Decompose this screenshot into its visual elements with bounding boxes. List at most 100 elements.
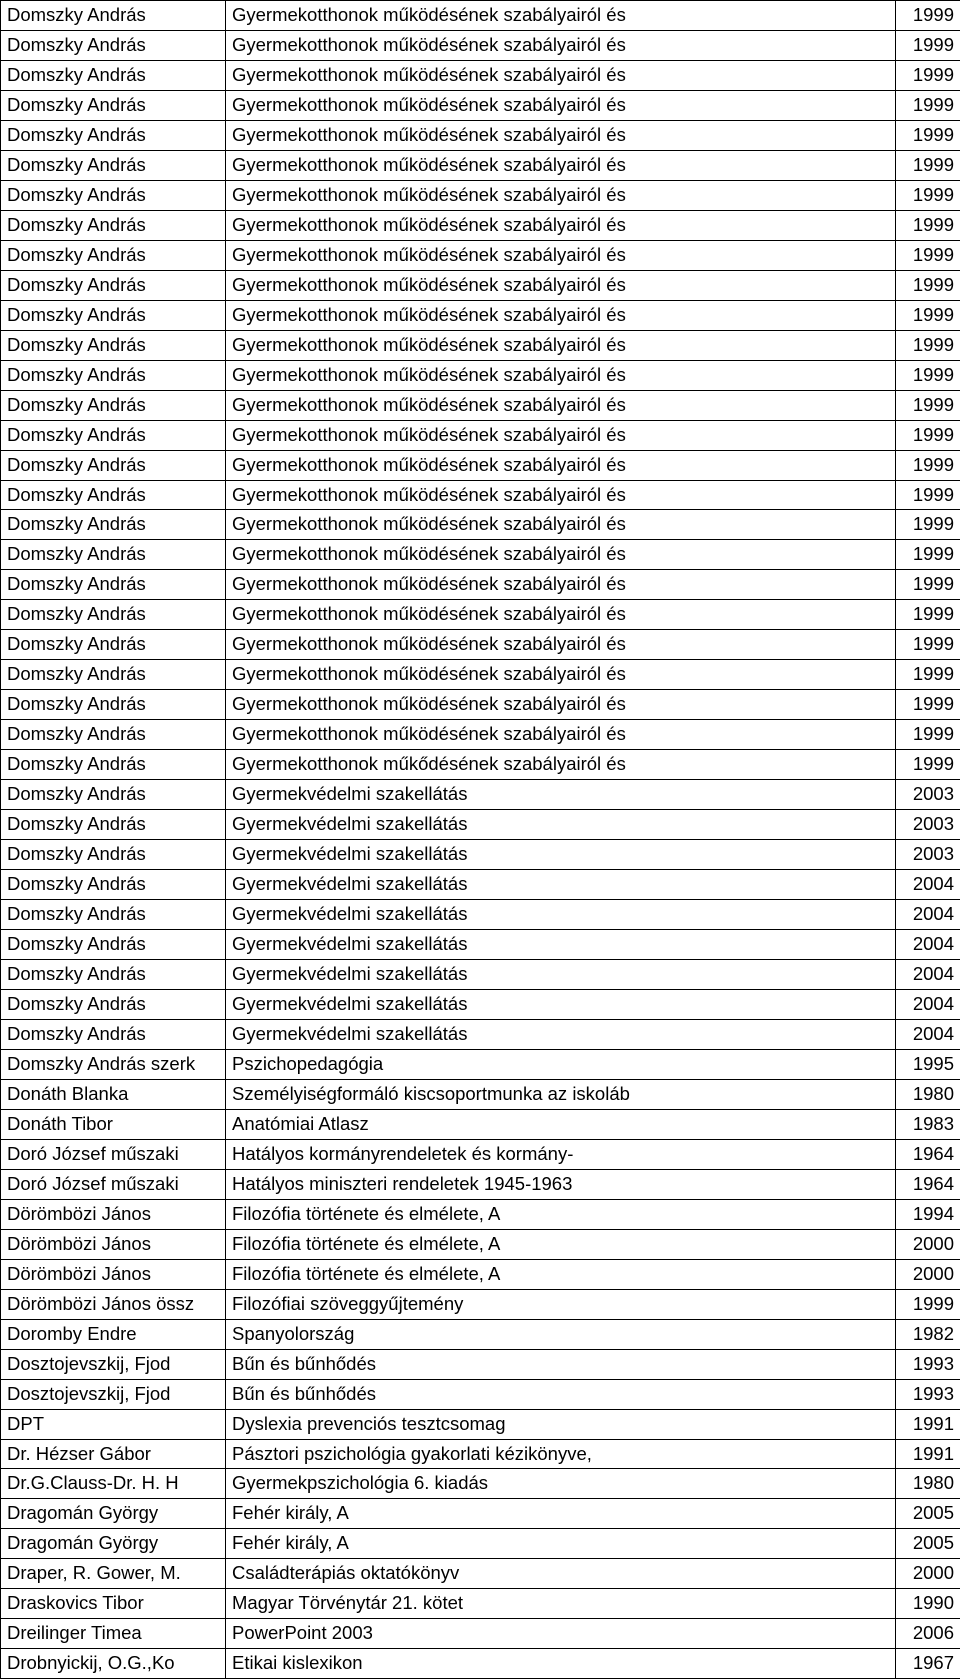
table-row: Doró József műszakiHatályos kormányrende… [1, 1139, 960, 1169]
table-row: Domszky AndrásGyermekotthonok működéséne… [1, 330, 960, 360]
author-cell: Domszky András [1, 240, 226, 270]
table-row: Domszky AndrásGyermekotthonok működéséne… [1, 540, 960, 570]
title-cell: Dyslexia prevenciós tesztcsomag [226, 1409, 896, 1439]
author-cell: Domszky András [1, 150, 226, 180]
author-cell: Donáth Tibor [1, 1109, 226, 1139]
author-cell: Domszky András [1, 570, 226, 600]
year-cell: 1999 [896, 30, 960, 60]
table-row: Domszky AndrásGyermekvédelmi szakellátás… [1, 870, 960, 900]
table-row: Domszky AndrásGyermekvédelmi szakellátás… [1, 810, 960, 840]
title-cell: Gyermekotthonok működésének szabályairól… [226, 540, 896, 570]
author-cell: Domszky András [1, 390, 226, 420]
author-cell: Domszky András [1, 120, 226, 150]
table-row: Dreilinger TimeaPowerPoint 20032006 [1, 1619, 960, 1649]
table-row: Domszky AndrásGyermekotthonok működéséne… [1, 210, 960, 240]
table-row: Domszky AndrásGyermekotthonok működéséne… [1, 30, 960, 60]
year-cell: 1991 [896, 1439, 960, 1469]
table-row: Domszky AndrásGyermekotthonok működéséne… [1, 720, 960, 750]
year-cell: 2004 [896, 989, 960, 1019]
year-cell: 1964 [896, 1169, 960, 1199]
table-row: Domszky AndrásGyermekotthonok működéséne… [1, 570, 960, 600]
author-cell: Dörömbözi János [1, 1259, 226, 1289]
author-cell: Domszky András [1, 690, 226, 720]
title-cell: Gyermekotthonok működésének szabályairól… [226, 270, 896, 300]
author-cell: Domszky András [1, 330, 226, 360]
table-row: Dörömbözi JánosFilozófia története és el… [1, 1199, 960, 1229]
table-row: Domszky AndrásGyermekotthonok működéséne… [1, 300, 960, 330]
year-cell: 1999 [896, 270, 960, 300]
title-cell: Fehér király, A [226, 1499, 896, 1529]
title-cell: Gyermekotthonok működésének szabályairól… [226, 450, 896, 480]
year-cell: 1999 [896, 630, 960, 660]
year-cell: 1999 [896, 90, 960, 120]
year-cell: 1999 [896, 60, 960, 90]
author-cell: Domszky András [1, 660, 226, 690]
year-cell: 2000 [896, 1229, 960, 1259]
title-cell: Gyermekotthonok működésének szabályairól… [226, 600, 896, 630]
year-cell: 1999 [896, 180, 960, 210]
title-cell: Gyermekotthonok működésének szabályairól… [226, 720, 896, 750]
table-row: Domszky AndrásGyermekvédelmi szakellátás… [1, 780, 960, 810]
table-row: Domszky AndrásGyermekvédelmi szakellátás… [1, 900, 960, 930]
title-cell: Filozófiai szöveggyűjtemény [226, 1289, 896, 1319]
title-cell: Etikai kislexikon [226, 1649, 896, 1679]
table-row: Domszky AndrásGyermekvédelmi szakellátás… [1, 989, 960, 1019]
table-row: Domszky AndrásGyermekotthonok működéséne… [1, 660, 960, 690]
table-row: Domszky AndrásGyermekotthonok működéséne… [1, 90, 960, 120]
title-cell: Gyermekotthonok működésének szabályairól… [226, 150, 896, 180]
year-cell: 1999 [896, 240, 960, 270]
table-row: Domszky AndrásGyermekotthonok működéséne… [1, 1, 960, 31]
author-cell: Domszky András [1, 810, 226, 840]
author-cell: Domszky András [1, 420, 226, 450]
year-cell: 2006 [896, 1619, 960, 1649]
author-cell: DPT [1, 1409, 226, 1439]
title-cell: Családterápiás oktatókönyv [226, 1559, 896, 1589]
year-cell: 2004 [896, 1019, 960, 1049]
title-cell: Filozófia története és elmélete, A [226, 1199, 896, 1229]
title-cell: Gyermekvédelmi szakellátás [226, 960, 896, 990]
year-cell: 1991 [896, 1409, 960, 1439]
table-row: Domszky AndrásGyermekvédelmi szakellátás… [1, 840, 960, 870]
table-row: Dörömbözi JánosFilozófia története és el… [1, 1259, 960, 1289]
table-row: Domszky AndrásGyermekotthonok működéséne… [1, 480, 960, 510]
year-cell: 1983 [896, 1109, 960, 1139]
title-cell: Gyermekotthonok működésének szabályairól… [226, 690, 896, 720]
author-cell: Domszky András [1, 750, 226, 780]
table-row: Domszky AndrásGyermekotthonok működéséne… [1, 120, 960, 150]
year-cell: 1999 [896, 720, 960, 750]
title-cell: Gyermekvédelmi szakellátás [226, 930, 896, 960]
author-cell: Doró József műszaki [1, 1169, 226, 1199]
year-cell: 1999 [896, 330, 960, 360]
year-cell: 1999 [896, 360, 960, 390]
year-cell: 1980 [896, 1079, 960, 1109]
author-cell: Dosztojevszkij, Fjod [1, 1379, 226, 1409]
table-row: Dörömbözi JánosFilozófia története és el… [1, 1229, 960, 1259]
year-cell: 2003 [896, 780, 960, 810]
title-cell: Gyermekotthonok működésének szabályairól… [226, 1, 896, 31]
year-cell: 2005 [896, 1499, 960, 1529]
author-cell: Dosztojevszkij, Fjod [1, 1349, 226, 1379]
author-cell: Dörömbözi János [1, 1229, 226, 1259]
year-cell: 2000 [896, 1559, 960, 1589]
year-cell: 1980 [896, 1469, 960, 1499]
table-row: Domszky AndrásGyermekotthonok működéséne… [1, 450, 960, 480]
table-row: Domszky AndrásGyermekvédelmi szakellátás… [1, 960, 960, 990]
year-cell: 1999 [896, 510, 960, 540]
author-cell: Draper, R. Gower, M. [1, 1559, 226, 1589]
title-cell: Gyermekotthonok működésének szabályairól… [226, 60, 896, 90]
table-row: Donáth BlankaSzemélyiségformáló kiscsopo… [1, 1079, 960, 1109]
table-row: Domszky AndrásGyermekotthonok működéséne… [1, 270, 960, 300]
title-cell: Gyermekotthonok működésének szabályairól… [226, 240, 896, 270]
year-cell: 1993 [896, 1379, 960, 1409]
author-cell: Domszky András [1, 989, 226, 1019]
title-cell: Gyermekvédelmi szakellátás [226, 780, 896, 810]
author-cell: Domszky András [1, 1, 226, 31]
year-cell: 1999 [896, 150, 960, 180]
year-cell: 2004 [896, 870, 960, 900]
year-cell: 2003 [896, 840, 960, 870]
table-row: Dosztojevszkij, FjodBűn és bűnhődés1993 [1, 1379, 960, 1409]
title-cell: Hatályos miniszteri rendeletek 1945-1963 [226, 1169, 896, 1199]
year-cell: 1999 [896, 660, 960, 690]
author-cell: Domszky András [1, 900, 226, 930]
table-row: Domszky AndrásGyermekotthonok működéséne… [1, 630, 960, 660]
